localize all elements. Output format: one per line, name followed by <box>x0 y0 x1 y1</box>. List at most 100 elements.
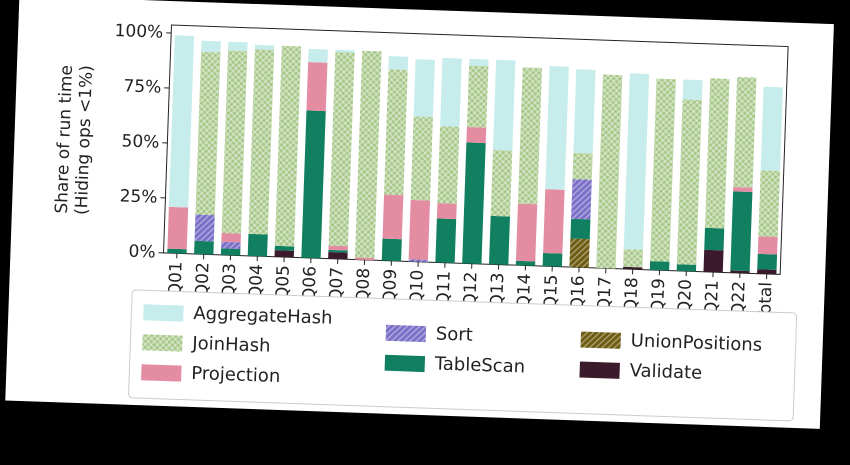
x-tick-label: Q08 <box>353 268 374 304</box>
bar-segment <box>757 269 777 275</box>
bar-segment <box>328 252 348 260</box>
bar-segment <box>571 179 592 220</box>
bar-segment <box>194 240 214 255</box>
bar-segment <box>335 49 355 53</box>
legend-swatch <box>142 334 183 352</box>
bar-segment <box>194 214 215 242</box>
legend-swatch <box>385 324 427 343</box>
x-tick-label: Q01 <box>165 261 186 297</box>
x-tick-label: Q11 <box>434 270 455 306</box>
bar-segment <box>760 86 783 171</box>
bar-segment <box>466 127 487 144</box>
x-tick-label: Q05 <box>273 265 294 301</box>
y-tick-label: 0% <box>128 242 156 263</box>
bar-segment <box>254 44 275 50</box>
x-tick-label: Q04 <box>246 264 267 300</box>
bar-segment <box>570 218 591 240</box>
bar-segment <box>682 79 703 100</box>
bar-segment <box>543 189 565 254</box>
legend-swatch <box>579 361 620 379</box>
bar-segment <box>410 116 433 201</box>
bar-segment <box>201 40 221 53</box>
bar-segment <box>542 252 563 267</box>
bar-segment <box>354 257 375 261</box>
bar-segment <box>436 203 457 220</box>
bar-segment <box>274 45 302 247</box>
bar-segment <box>705 78 730 229</box>
legend-box <box>128 289 798 422</box>
x-tick-label: Q07 <box>326 267 347 303</box>
bar-segment <box>384 69 408 196</box>
x-tick-label: Q17 <box>594 276 615 312</box>
bar-segment <box>440 57 462 127</box>
y-tick-label: 100% <box>114 21 163 43</box>
x-tick-label: Q20 <box>675 279 696 315</box>
legend-swatch <box>143 304 184 322</box>
bar-segment <box>328 249 348 253</box>
x-tick-label: Q13 <box>487 272 508 308</box>
bar-segment <box>492 59 516 151</box>
y-tick-label: 50% <box>121 131 159 152</box>
legend-label: JoinHash <box>191 333 271 357</box>
bar-segment <box>573 69 596 154</box>
y-tick-label: 25% <box>119 186 157 207</box>
y-tick-label: 75% <box>123 76 161 97</box>
bar-segment <box>676 264 697 272</box>
bar-segment <box>676 99 702 265</box>
bar-segment <box>328 245 348 251</box>
bar-segment <box>462 142 486 265</box>
bar-segment <box>758 170 780 237</box>
bar-segment <box>623 249 644 268</box>
bar-segment <box>408 199 431 260</box>
bar-segment <box>195 51 221 216</box>
bar-segment <box>221 241 241 249</box>
bar-segment <box>569 238 590 268</box>
legend-label: TableScan <box>433 353 525 377</box>
bar-segment <box>221 50 248 234</box>
x-tick-label: Q19 <box>648 278 669 314</box>
bar-segment <box>623 266 643 270</box>
bar-segment <box>733 186 753 193</box>
x-tick-label: Q15 <box>541 274 562 310</box>
legend-swatch <box>141 364 182 382</box>
bar-segment <box>382 194 404 240</box>
x-tick-label: Q22 <box>728 281 749 317</box>
bar-segment <box>596 74 623 269</box>
bar-segment <box>220 248 241 256</box>
bar-segment <box>167 248 187 254</box>
bar-segment <box>308 48 328 63</box>
bar-segment <box>650 78 676 262</box>
x-tick-label: Q03 <box>219 263 240 299</box>
bar-segment <box>757 253 778 270</box>
bar-segment <box>733 77 757 188</box>
bar-segment <box>730 270 750 274</box>
x-tick-label: Q18 <box>621 277 642 313</box>
bar-segment <box>515 260 536 266</box>
bar-segment <box>355 50 382 259</box>
x-tick-label: Q12 <box>460 271 481 307</box>
bar-segment <box>413 59 435 118</box>
x-tick-label: Q02 <box>192 262 213 298</box>
bar-segment <box>623 73 650 250</box>
bar-segment <box>167 206 189 250</box>
bar-segment <box>469 58 489 67</box>
bar-segment <box>247 233 268 257</box>
bar-segment <box>381 238 402 262</box>
bar-segment <box>328 51 355 247</box>
card: 0%25%50%75%100%Share of run time(Hiding … <box>5 0 834 429</box>
bar-segment <box>306 62 328 112</box>
bar-segment <box>572 152 593 180</box>
x-tick-label: Q14 <box>514 273 535 309</box>
bar-segment <box>274 245 295 251</box>
bar-segment <box>301 110 326 259</box>
bar-segment <box>437 126 460 204</box>
x-tick-label: Q06 <box>299 266 320 302</box>
legend-label: AggregateHash <box>193 303 333 329</box>
bar-segment <box>488 215 510 265</box>
legend-label: Validate <box>629 360 702 384</box>
bar-segment <box>388 56 409 70</box>
bar-segment <box>757 236 778 255</box>
bar-segment <box>228 41 248 52</box>
x-tick-label: Q09 <box>380 269 401 305</box>
